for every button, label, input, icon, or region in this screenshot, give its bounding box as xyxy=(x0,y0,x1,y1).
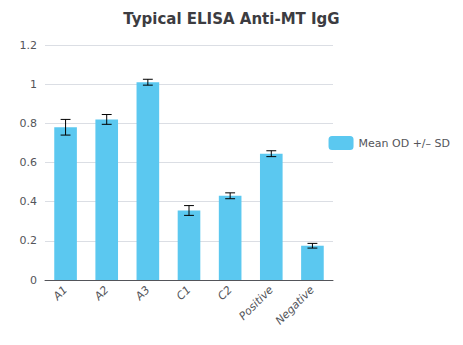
svg-text:Positive: Positive xyxy=(236,283,276,323)
svg-text:Typical ELISA Anti-MT IgG: Typical ELISA Anti-MT IgG xyxy=(123,10,339,28)
svg-text:0: 0 xyxy=(30,274,37,287)
svg-text:Negative: Negative xyxy=(273,283,317,327)
svg-text:0.6: 0.6 xyxy=(20,156,38,169)
svg-text:1: 1 xyxy=(30,78,37,91)
svg-text:C1: C1 xyxy=(174,283,194,303)
svg-text:Mean OD +/– SD: Mean OD +/– SD xyxy=(359,137,450,150)
svg-text:0.8: 0.8 xyxy=(20,117,38,130)
svg-text:1.2: 1.2 xyxy=(20,39,38,52)
svg-text:A3: A3 xyxy=(132,283,152,303)
svg-text:0.2: 0.2 xyxy=(20,234,38,247)
svg-text:A2: A2 xyxy=(91,283,111,303)
svg-text:0.4: 0.4 xyxy=(20,195,38,208)
svg-text:A1: A1 xyxy=(50,283,70,303)
svg-text:C2: C2 xyxy=(215,283,235,303)
